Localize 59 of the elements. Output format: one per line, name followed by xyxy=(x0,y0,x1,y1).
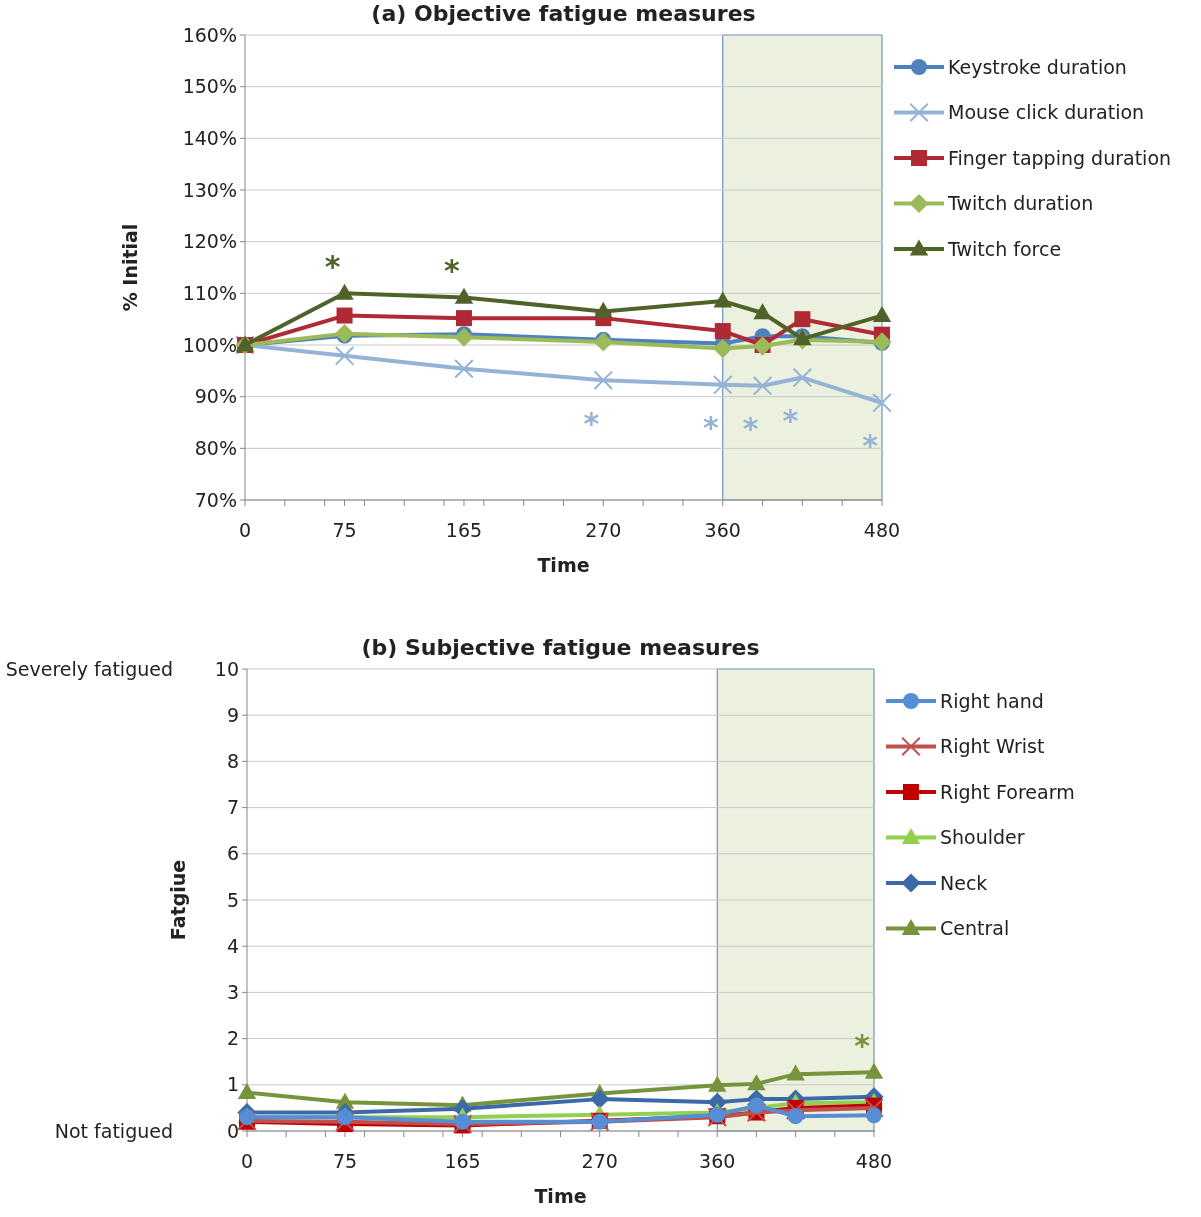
legend-label: Twitch duration xyxy=(947,192,1094,215)
y-tick-label: 6 xyxy=(226,842,239,865)
legend-label: Neck xyxy=(940,871,988,894)
y-tick-label: 1 xyxy=(226,1073,239,1096)
legend-label: Central xyxy=(940,917,1010,940)
y-tick-label: 70% xyxy=(194,488,237,511)
legend-label: Finger tapping duration xyxy=(948,146,1172,169)
chart-title: (a) Objective fatigue measures xyxy=(371,1,756,26)
x-tick-label: 360 xyxy=(704,519,741,541)
annotation: * xyxy=(324,248,341,284)
y-tick-label: 140% xyxy=(182,126,237,149)
y-tick-label: 110% xyxy=(182,281,237,304)
x-tick-label: 360 xyxy=(699,1150,736,1172)
x-tick-label: 270 xyxy=(581,1150,618,1172)
y-tick-label: 10 xyxy=(214,657,239,680)
x-tick-label: 165 xyxy=(445,519,483,541)
y-tick-label: 120% xyxy=(182,230,237,253)
x-tick-label: 75 xyxy=(332,519,357,541)
y-tick-label: 3 xyxy=(226,981,239,1004)
y-tick-label: 4 xyxy=(226,934,239,957)
x-tick-label: 165 xyxy=(444,1150,481,1172)
annotation: * xyxy=(444,252,461,288)
annotation: * xyxy=(854,1027,871,1063)
x-axis-title: Time xyxy=(537,554,590,576)
y-tick-label: 160% xyxy=(182,23,237,46)
y-tick-label: 150% xyxy=(182,75,237,98)
annotation: * xyxy=(782,403,799,439)
y-tick-label: 100% xyxy=(182,333,237,356)
chart-title: (b) Subjective fatigue measures xyxy=(361,635,760,660)
legend-label: Right Forearm xyxy=(940,780,1075,803)
annotation: * xyxy=(702,410,719,446)
text: Severely fatigued xyxy=(5,657,173,680)
x-tick-label: 480 xyxy=(855,1150,893,1172)
text: Not fatigued xyxy=(54,1119,173,1142)
y-tick-label: 0 xyxy=(226,1119,239,1142)
legend-label: Right hand xyxy=(940,689,1044,712)
y-tick-label: 80% xyxy=(194,436,237,459)
y-tick-label: 8 xyxy=(226,750,239,773)
y-tick-label: 130% xyxy=(182,178,237,201)
y-tick-label: 5 xyxy=(226,888,239,911)
x-tick-label: 75 xyxy=(332,1150,358,1172)
x-tick-label: 480 xyxy=(863,519,901,541)
annotation: * xyxy=(583,405,600,441)
x-tick-label: 0 xyxy=(240,1150,254,1172)
y-axis-title: % Initial xyxy=(119,223,141,312)
y-tick-label: 90% xyxy=(194,385,237,408)
y-axis-title: Fatgiue xyxy=(167,859,189,941)
y-tick-label: 9 xyxy=(226,703,239,726)
legend-label: Keystroke duration xyxy=(948,55,1127,78)
x-tick-label: 270 xyxy=(585,519,622,541)
legend-label: Mouse click duration xyxy=(948,101,1145,124)
legend-label: Right Wrist xyxy=(940,735,1045,758)
x-axis-title: Time xyxy=(534,1185,587,1207)
y-tick-label: 7 xyxy=(226,796,239,819)
annotation: * xyxy=(742,411,759,447)
y-tick-label: 2 xyxy=(226,1027,239,1050)
legend-label: Shoulder xyxy=(940,826,1025,849)
annotation: * xyxy=(862,428,879,464)
legend-label: Twitch force xyxy=(947,237,1062,260)
